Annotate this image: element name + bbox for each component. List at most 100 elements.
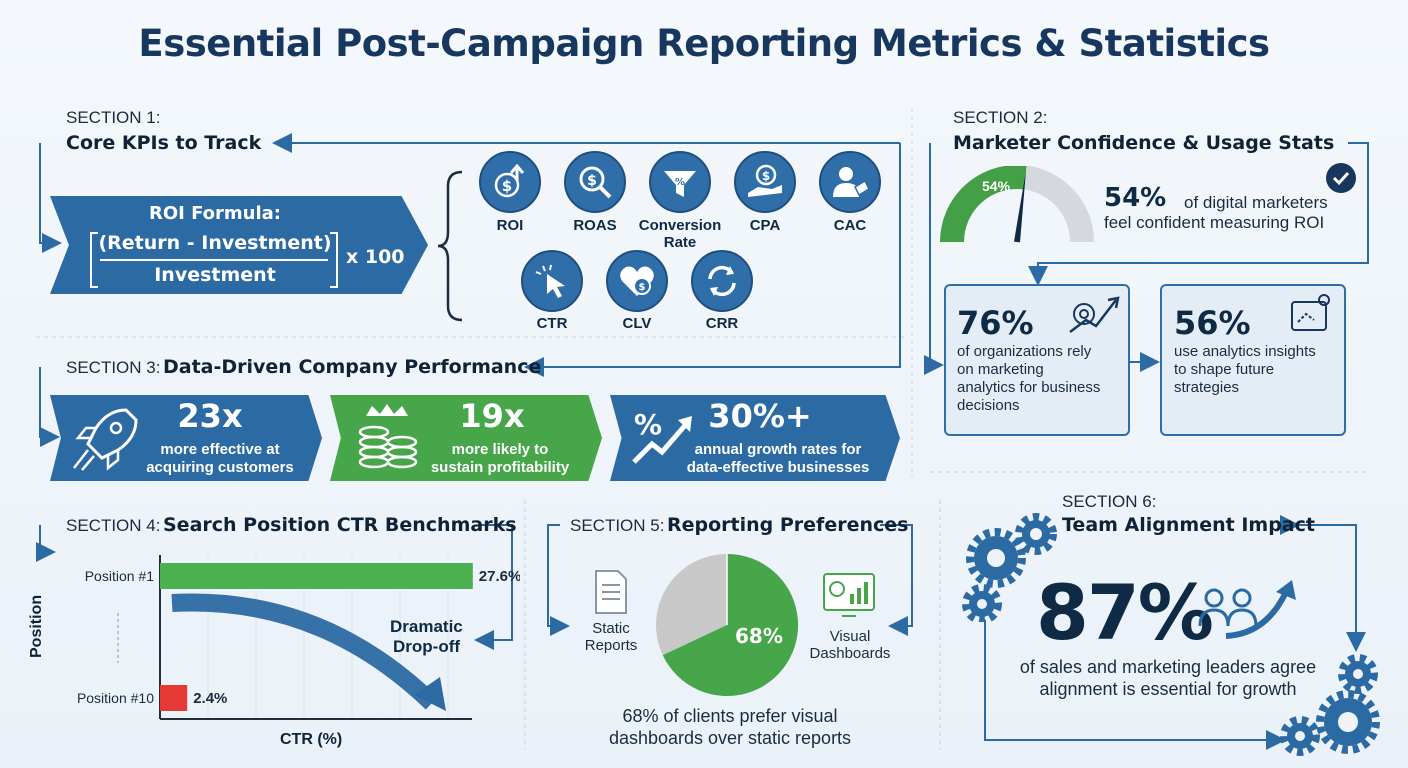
gears-bottom-right-icon: [1280, 654, 1380, 756]
cac-kpi-icon: [819, 151, 881, 213]
section3-label: SECTION 3:: [66, 358, 161, 377]
roi-multiplier: x 100: [346, 246, 405, 268]
card2-line-3: strategies: [1174, 379, 1240, 396]
ctr-value-label: 2.4%: [193, 690, 227, 707]
confidence-text-1: of digital marketers: [1184, 193, 1328, 212]
roi-numerator: (Return - Investment): [98, 232, 332, 254]
banner3-line1: annual growth rates for: [694, 441, 862, 458]
right-bracket: [330, 232, 338, 288]
section3-heading: Data-Driven Company Performance: [163, 356, 542, 378]
section6-label: SECTION 6:: [1062, 492, 1157, 511]
gauge-label: 54%: [982, 178, 1011, 194]
roas-kpi-icon: $: [564, 151, 626, 213]
section5-heading: Reporting Preferences: [667, 514, 909, 536]
ctr-kpi-icon: [521, 250, 583, 312]
banner1-big: 23x: [177, 397, 243, 435]
roi-formula-title: ROI Formula:: [148, 203, 282, 224]
section5-label: SECTION 5:: [570, 516, 665, 535]
alignment-text: of sales and marketing leaders agree ali…: [990, 656, 1346, 700]
roi-denominator: Investment: [154, 264, 276, 286]
rocket-icon: [73, 408, 138, 471]
roi-formula-banner: [50, 196, 428, 294]
card2-text: use analytics insights to shape future s…: [1174, 343, 1316, 397]
kpi-label-crr: CRR: [705, 315, 739, 332]
clv-kpi-icon: $: [606, 250, 668, 312]
ctr-category-label: Position #10: [77, 690, 154, 706]
ctr-chart-ylabel: Position: [28, 594, 45, 658]
caption-line-1: 68% of clients prefer visual: [622, 706, 838, 726]
roi-kpi-icon: $: [479, 151, 541, 213]
banner3-line2: data-effective businesses: [686, 459, 870, 476]
reporting-caption: 68% of clients prefer visual dashboards …: [560, 705, 900, 749]
kpi-label-clv: CLV: [622, 315, 652, 332]
svg-text:$: $: [762, 169, 770, 183]
static-label-1: Static: [592, 620, 630, 637]
coins-crown-icon: [358, 404, 418, 469]
svg-text:%: %: [634, 408, 662, 441]
visual-dashboards-label: Visual Dashboards: [798, 628, 902, 662]
section1-heading: Core KPIs to Track: [66, 132, 262, 154]
pie-visual-label: 68%: [735, 624, 783, 648]
card2-pct: 56%: [1174, 304, 1251, 342]
svg-text:$: $: [639, 282, 646, 293]
gears-top-left-icon: [962, 513, 1057, 622]
banner-growth: [610, 395, 900, 481]
banner1-line2: acquiring customers: [146, 459, 294, 476]
team-growth-icon: [1198, 580, 1296, 639]
banner1-line1: more effective at: [160, 441, 280, 458]
caption-line-2: dashboards over static reports: [608, 728, 852, 748]
ctr-category-label: Position #1: [85, 568, 154, 584]
banner2-line2: sustain profitability: [430, 459, 570, 476]
gear-growth-icon: [1069, 296, 1120, 333]
alignment-line-1: of sales and marketing leaders agree: [1019, 657, 1317, 677]
analytics-reliance-card: [944, 284, 1130, 436]
section1-label: SECTION 1:: [66, 108, 161, 127]
kpi-label-roi: ROI: [496, 217, 524, 234]
card1-text: of organizations rely on marketing analy…: [957, 343, 1100, 415]
reporting-pie-chart: [656, 554, 799, 696]
static-label-2: Reports: [584, 637, 638, 654]
ctr-value-label: 27.6%: [479, 568, 520, 585]
crr-kpi-icon: [691, 250, 753, 312]
alignment-line-2: alignment is essential for growth: [1039, 679, 1297, 699]
section4-label: SECTION 4:: [66, 516, 161, 535]
check-icon: [1326, 163, 1356, 193]
banner2-big: 19x: [459, 397, 525, 435]
card1-line-2: on marketing: [957, 361, 1044, 378]
ctr-bar-1: [160, 563, 473, 589]
svg-text:$: $: [587, 173, 597, 189]
kpi-label-conversion-rate: Conversion Rate: [638, 217, 722, 251]
fraction-line: [100, 259, 328, 261]
card1-pct: 76%: [957, 304, 1034, 342]
confidence-pct: 54%: [1104, 183, 1167, 213]
svg-text:$: $: [502, 177, 512, 195]
left-bracket: [90, 232, 98, 288]
kpi-label-cpa: CPA: [749, 217, 781, 234]
alignment-pct: 87%: [1036, 568, 1214, 657]
kpi-label-roas: ROAS: [573, 217, 617, 234]
percent-growth-icon: %: [632, 408, 692, 464]
card1-line-1: of organizations rely: [957, 343, 1092, 360]
lightbulb-board-icon: [1291, 294, 1330, 331]
banner2-line1: more likely to: [451, 441, 549, 458]
ctr-bar-chart: Position #1 27.6% Position #10 2.4%: [77, 555, 520, 720]
section4-heading: Search Position CTR Benchmarks: [163, 514, 517, 536]
section2-label: SECTION 2:: [953, 108, 1048, 127]
section6-heading: Team Alignment Impact: [1062, 514, 1315, 536]
ctr-chart-xlabel: CTR (%): [280, 731, 343, 748]
card1-line-3: analytics for business: [957, 379, 1101, 396]
card1-line-4: decisions: [957, 397, 1020, 414]
section2-heading: Marketer Confidence & Usage Stats: [953, 132, 1335, 154]
kpi-label-ctr: CTR: [536, 315, 568, 332]
svg-text:%: %: [675, 177, 685, 188]
card2-line-1: use analytics insights: [1174, 343, 1316, 360]
curly-brace: [437, 170, 463, 322]
ctr-bar-2: [160, 685, 188, 711]
visual-label-1: Visual: [829, 628, 871, 645]
visual-label-2: Dashboards: [809, 645, 891, 662]
conversion-rate-kpi-icon: %: [649, 151, 711, 213]
page-title: Essential Post-Campaign Reporting Metric…: [138, 22, 1270, 65]
card2-line-2: to shape future: [1174, 361, 1275, 378]
dashboard-icon: [823, 573, 875, 617]
